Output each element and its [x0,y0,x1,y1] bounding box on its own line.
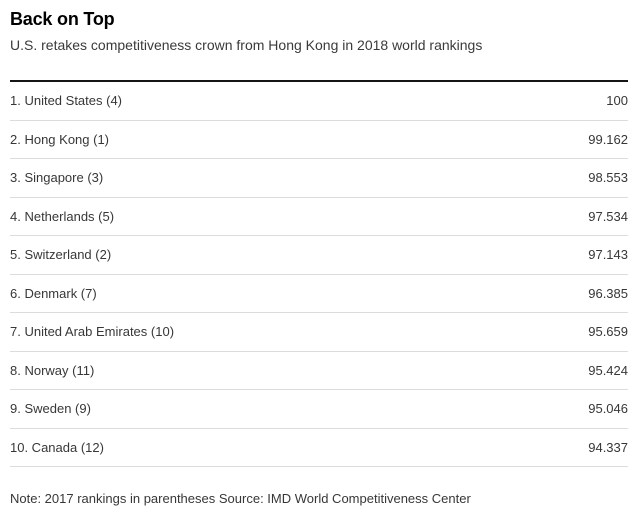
table-row: 2. Hong Kong (1) 99.162 [10,121,628,159]
score-value: 96.385 [588,285,628,301]
score-value: 94.337 [588,439,628,455]
table-row: 10. Canada (12) 94.337 [10,429,628,467]
chart-subtitle: U.S. retakes competitiveness crown from … [10,37,483,53]
score-value: 95.659 [588,324,628,340]
source-text: Source: IMD World Competitiveness Center [218,491,471,506]
country-label: 1. United States (4) [10,93,122,109]
table-row: 9. Sweden (9) 95.046 [10,390,628,429]
score-value: 100 [606,93,628,109]
note-text: Note: 2017 rankings in parentheses [10,491,216,506]
table-row: 8. Norway (11) 95.424 [10,352,628,390]
table-row: 4. Netherlands (5) 97.534 [10,198,628,236]
country-label: 5. Switzerland (2) [10,247,112,263]
country-label: 3. Singapore (3) [10,170,104,186]
country-label: 8. Norway (11) [10,362,95,378]
country-label: 7. United Arab Emirates (10) [10,324,175,340]
footnote: Note: 2017 rankings in parentheses Sourc… [10,491,628,507]
score-value: 99.162 [588,131,628,147]
table-row: 5. Switzerland (2) 97.143 [10,236,628,275]
chart-title: Back on Top [10,9,115,29]
country-label: 2. Hong Kong (1) [10,131,110,147]
score-value: 97.143 [588,247,628,263]
country-label: 6. Denmark (7) [10,285,97,301]
ranking-table: 1. United States (4) 100 2. Hong Kong (1… [10,80,628,467]
table-row: 6. Denmark (7) 96.385 [10,275,628,313]
score-value: 98.553 [588,170,628,186]
score-value: 95.046 [588,401,628,417]
score-value: 97.534 [588,208,628,224]
score-value: 95.424 [588,362,628,378]
country-label: 9. Sweden (9) [10,401,91,417]
table-row: 3. Singapore (3) 98.553 [10,159,628,198]
table-row: 1. United States (4) 100 [10,82,628,121]
country-label: 4. Netherlands (5) [10,208,115,224]
country-label: 10. Canada (12) [10,439,104,455]
table-row: 7. United Arab Emirates (10) 95.659 [10,313,628,352]
